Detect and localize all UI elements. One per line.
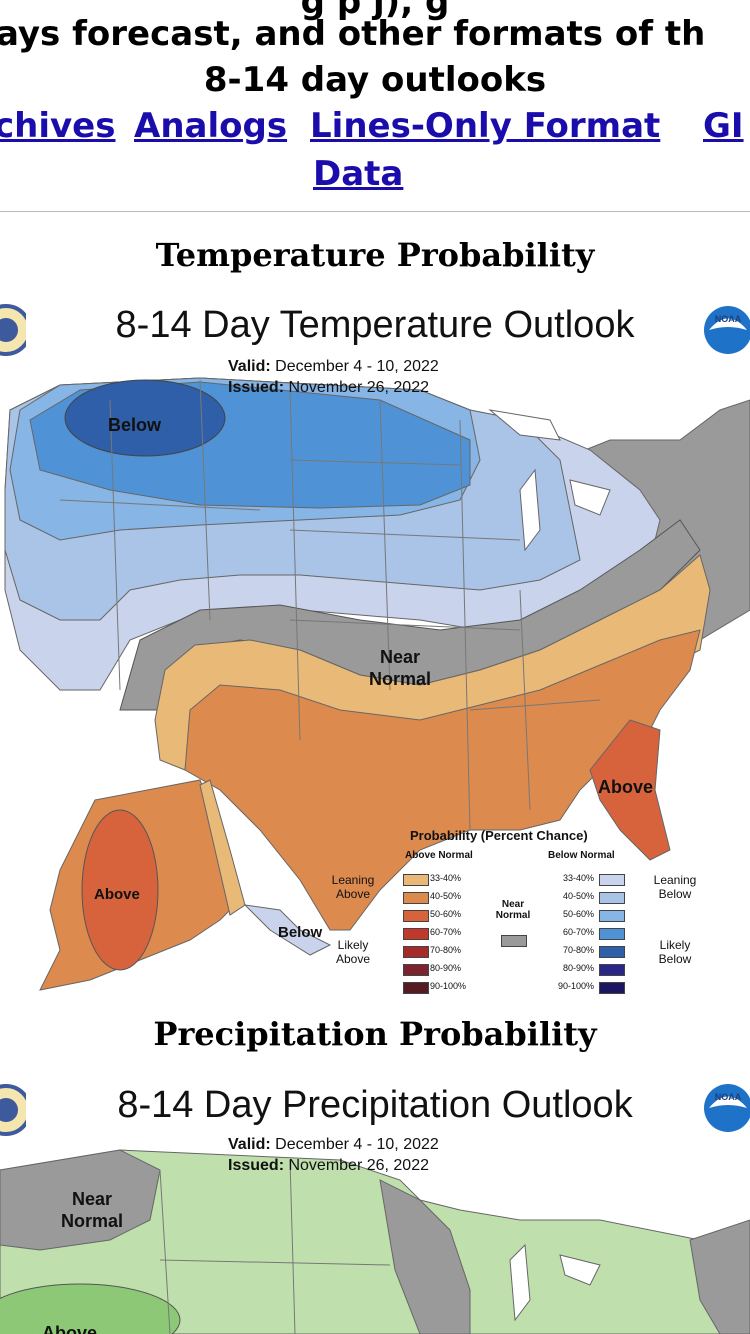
noaa-logo-icon-2: NOAA <box>704 1084 750 1132</box>
label-above-alaska: Above <box>94 886 140 903</box>
precipitation-map-title: 8-14 Day Precipitation Outlook <box>117 1084 633 1126</box>
nws-seal-icon-2 <box>0 1084 26 1136</box>
legend-above-swatch-5 <box>403 964 429 976</box>
analogs-link[interactable]: Analogs <box>134 106 288 146</box>
legend-below-range-3: 60-70% <box>562 927 594 937</box>
temperature-map-graphic <box>4 377 750 991</box>
legend-above-range-2: 50-60% <box>430 909 462 919</box>
legend-below-range-5: 80-90% <box>562 963 594 973</box>
legend-above-swatch-3 <box>403 928 429 940</box>
legend-above-range-6: 90-100% <box>430 981 467 991</box>
temperature-valid: Valid: December 4 - 10, 2022 <box>228 358 439 375</box>
legend-below-swatch-0 <box>599 874 625 886</box>
legend-below-swatch-6 <box>599 982 625 994</box>
page-header: g p j), g ays forecast, and other format… <box>0 0 750 212</box>
legend-above-range-1: 40-50% <box>430 891 462 901</box>
label-below: Below <box>108 415 162 435</box>
precip-label-above: Above <box>42 1323 98 1334</box>
legend-leaning-below: Leaning Below <box>653 873 697 901</box>
header-line-2: 8-14 day outlooks <box>203 60 547 100</box>
precipitation-map-graphic <box>0 1149 750 1334</box>
legend-above-swatch-1 <box>403 892 429 904</box>
svg-text:NOAA: NOAA <box>715 1092 742 1102</box>
legend-below-swatch-4 <box>599 946 625 958</box>
temperature-map-title: 8-14 Day Temperature Outlook <box>115 304 635 346</box>
legend-below-range-0: 33-40% <box>562 873 594 883</box>
legend-above-range-5: 80-90% <box>430 963 462 973</box>
legend-swatch-near-normal <box>501 935 527 947</box>
temperature-issued: Issued: November 26, 2022 <box>228 379 429 396</box>
temperature-legend: Probability (Percent Chance) Above Norma… <box>325 825 745 1000</box>
label-near-normal: Near Normal <box>368 647 431 689</box>
legend-below-normal-header: Below Normal <box>548 850 615 861</box>
svg-text:NOAA: NOAA <box>715 314 742 324</box>
gis-link[interactable]: GI <box>703 106 744 146</box>
temperature-outlook-map[interactable]: NOAA 8-14 Day Temperature Outlook Valid:… <box>0 290 750 1000</box>
legend-near-normal: Near Normal <box>495 899 531 921</box>
legend-above-normal-header: Above Normal <box>405 850 473 861</box>
legend-below-swatch-1 <box>599 892 625 904</box>
legend-below-swatch-3 <box>599 928 625 940</box>
precipitation-issued: Issued: November 26, 2022 <box>228 1157 429 1174</box>
legend-above-range-3: 60-70% <box>430 927 462 937</box>
legend-below-swatch-2 <box>599 910 625 922</box>
nws-seal-icon <box>0 304 26 356</box>
legend-above-swatch-2 <box>403 910 429 922</box>
legend-leaning-above: Leaning Above <box>331 873 375 901</box>
legend-below-range-6: 90-100% <box>557 981 594 991</box>
legend-title: Probability (Percent Chance) <box>410 828 588 843</box>
gis-data-link[interactable]: Data <box>313 154 404 194</box>
archives-link[interactable]: chives <box>0 106 116 146</box>
legend-above-swatch-6 <box>403 982 429 994</box>
label-above-florida: Above <box>598 777 654 797</box>
header-partial-line: g p j), g <box>300 0 450 22</box>
header-line-1: ays forecast, and other formats of th <box>0 14 706 54</box>
precip-label-near-normal: Near Normal <box>60 1189 123 1231</box>
lines-only-format-link[interactable]: Lines-Only Format <box>310 106 661 146</box>
legend-above-swatch-0 <box>403 874 429 886</box>
legend-above-swatch-4 <box>403 946 429 958</box>
precipitation-section-title: Precipitation Probability <box>153 1015 597 1053</box>
noaa-logo-icon: NOAA <box>704 306 750 354</box>
legend-likely-above: Likely Above <box>335 938 371 966</box>
legend-below-range-1: 40-50% <box>562 891 594 901</box>
label-below-alaska: Below <box>278 924 323 941</box>
legend-likely-below: Likely Below <box>658 938 692 966</box>
legend-below-range-2: 50-60% <box>562 909 594 919</box>
precipitation-valid: Valid: December 4 - 10, 2022 <box>228 1136 439 1153</box>
legend-above-range-0: 33-40% <box>430 873 462 883</box>
precipitation-outlook-map[interactable]: NOAA 8-14 Day Precipitation Outlook Vali… <box>0 1070 750 1334</box>
header-divider <box>0 211 750 212</box>
legend-above-range-4: 70-80% <box>430 945 462 955</box>
temperature-section-title: Temperature Probability <box>155 236 595 274</box>
legend-below-range-4: 70-80% <box>562 945 594 955</box>
legend-below-swatch-5 <box>599 964 625 976</box>
